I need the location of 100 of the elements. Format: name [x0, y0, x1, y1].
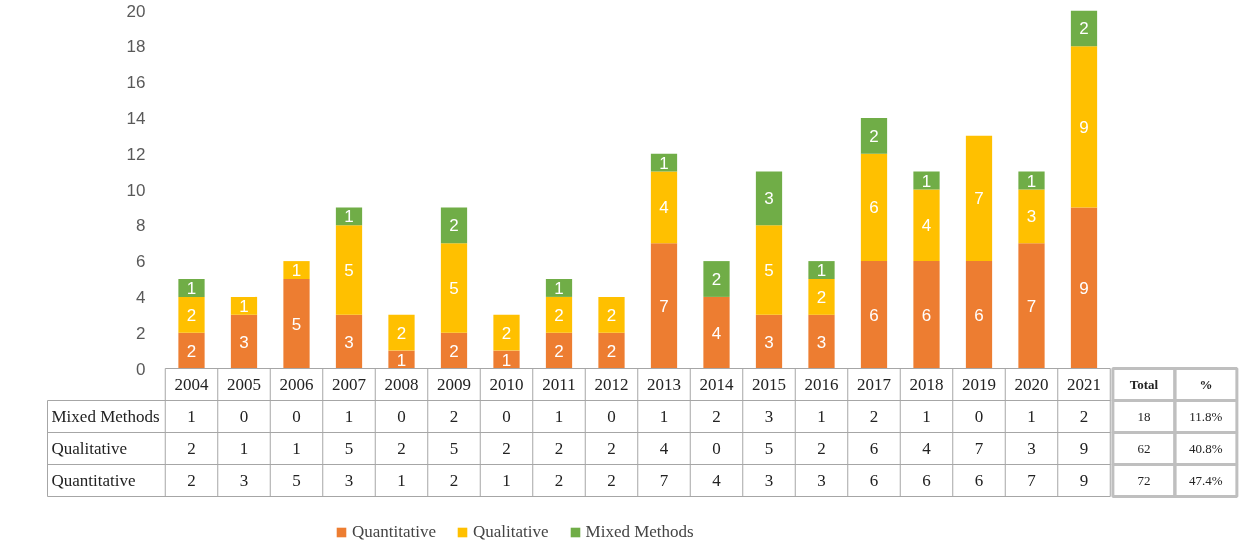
text: 2	[187, 471, 196, 490]
y-tick-label: 0	[136, 359, 146, 379]
bar	[1018, 189, 1045, 244]
bar	[388, 314, 415, 351]
bar	[178, 279, 205, 297]
text: 2	[502, 439, 511, 458]
x-tick-label: 2018	[909, 375, 944, 394]
x-tick-label: 2011	[542, 375, 576, 394]
data-label: 5	[344, 261, 354, 281]
text: 3	[817, 471, 826, 490]
text: 1	[1027, 407, 1036, 426]
data-label: 5	[291, 314, 302, 334]
text: Total	[1129, 377, 1159, 392]
bar	[493, 314, 520, 351]
bar	[913, 171, 940, 190]
y-tick-label: 12	[126, 144, 146, 164]
bar	[755, 225, 783, 315]
bar	[283, 261, 310, 279]
text: 62	[1137, 440, 1151, 456]
text: 9	[1079, 439, 1089, 458]
text: 5	[449, 439, 459, 458]
bar	[965, 261, 993, 369]
x-tick-label: 2008	[384, 375, 419, 394]
text: 1	[659, 407, 669, 426]
bar	[335, 225, 363, 315]
text: 3	[344, 471, 354, 490]
text: 1	[502, 471, 511, 490]
bar	[1018, 243, 1045, 369]
bar	[755, 314, 783, 369]
bar	[1070, 207, 1098, 369]
data-label: 6	[869, 198, 879, 218]
data-label: 2	[606, 305, 617, 325]
text: 47.4%	[1189, 473, 1223, 488]
bar	[335, 314, 363, 369]
bar	[913, 189, 940, 262]
y-tick-label: 10	[126, 180, 146, 200]
data-label: 1	[554, 278, 564, 298]
bar	[598, 332, 625, 369]
y-tick-label: 20	[126, 1, 146, 21]
text: 2	[449, 407, 459, 426]
x-tick-label: 2007	[332, 375, 367, 394]
text: 3	[1027, 439, 1036, 458]
text: 72	[1137, 472, 1151, 488]
bar	[598, 296, 625, 333]
text: 40.8%	[1189, 441, 1223, 456]
text: 1	[239, 439, 249, 458]
text: 1	[397, 471, 406, 490]
bar	[650, 243, 678, 369]
bar	[913, 261, 940, 369]
text: 2	[607, 471, 616, 490]
data-label: 2	[711, 270, 722, 289]
data-label: 1	[186, 278, 197, 298]
bar	[178, 296, 205, 333]
data-label: 2	[186, 305, 197, 325]
data-label: 7	[1026, 296, 1037, 316]
bar	[545, 332, 573, 369]
text: 2	[449, 471, 459, 490]
bar	[1070, 46, 1098, 208]
text: 3	[764, 471, 774, 490]
data-label: 1	[344, 207, 354, 227]
bar	[860, 117, 888, 154]
text: 6	[974, 471, 984, 490]
bar	[178, 332, 205, 369]
data-label: 5	[764, 261, 774, 281]
text: 2	[554, 471, 564, 490]
text: 0	[502, 407, 511, 426]
data-label: 1	[239, 296, 249, 316]
data-label: 2	[869, 126, 879, 146]
text: 2	[712, 407, 721, 426]
bar	[860, 153, 888, 262]
text: 6	[922, 471, 931, 490]
text: 4	[922, 439, 932, 458]
x-tick-label: 2012	[594, 375, 629, 394]
text: 18	[1137, 408, 1151, 424]
data-label: 3	[764, 332, 774, 352]
bar	[545, 296, 573, 333]
text: Qualitative	[51, 439, 128, 458]
text: 0	[397, 407, 406, 426]
bar	[650, 171, 678, 244]
data-label: 4	[659, 198, 669, 218]
text: 11.8%	[1189, 409, 1223, 424]
data-label: 1	[921, 171, 932, 191]
bar	[440, 243, 468, 333]
x-tick-label: 2014	[699, 375, 734, 394]
text: 0	[712, 439, 721, 458]
text: 0	[974, 407, 984, 426]
y-tick-label: 16	[126, 73, 146, 93]
data-label: 2	[1079, 19, 1089, 39]
text: 3	[764, 407, 774, 426]
text: 3	[239, 471, 249, 490]
data-label: 7	[659, 296, 669, 316]
bar	[1070, 10, 1098, 47]
text: 2	[187, 439, 196, 458]
data-label: 6	[869, 305, 879, 325]
text: Mixed Methods	[51, 407, 160, 426]
x-tick-label: 2013	[647, 375, 681, 394]
x-tick-label: 2005	[227, 375, 261, 394]
data-label: 1	[659, 153, 669, 173]
text: 5	[292, 471, 301, 490]
data-label: 2	[816, 287, 827, 307]
